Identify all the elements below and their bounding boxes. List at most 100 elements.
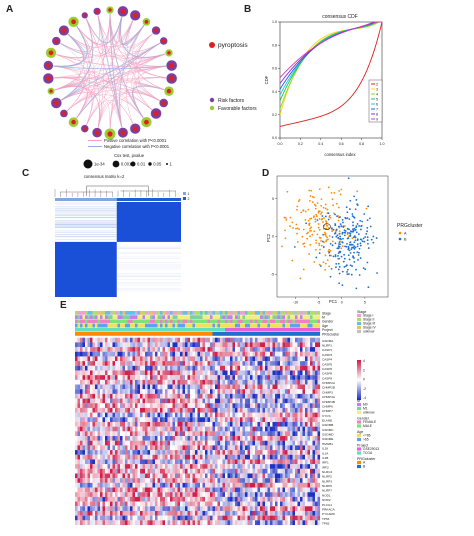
heatmap-cell <box>127 379 131 385</box>
heatmap-cell <box>167 450 171 455</box>
annotation-cell <box>195 332 198 336</box>
heatmap-cell <box>225 487 228 493</box>
heatmap-cell <box>137 403 141 408</box>
heatmap-cell <box>260 351 263 357</box>
heatmap-cell <box>247 431 251 437</box>
heatmap-cell <box>305 384 308 390</box>
heatmap-cell <box>215 426 218 432</box>
heatmap-cell <box>187 351 191 357</box>
heatmap-cell <box>165 478 168 483</box>
heatmap-cell <box>197 468 201 474</box>
heatmap-cell <box>102 375 106 380</box>
heatmap-cell <box>300 436 303 441</box>
heatmap-cell <box>185 361 188 366</box>
heatmap-cell <box>182 468 186 474</box>
heatmap-cell <box>92 389 96 394</box>
heatmap-cell <box>187 412 191 418</box>
heatmap-cell <box>260 361 263 366</box>
heatmap-cell <box>127 393 131 399</box>
heatmap-cell <box>290 459 293 465</box>
heatmap-cell <box>110 417 113 423</box>
heatmap-cell <box>257 384 261 390</box>
heatmap-cell <box>132 389 136 394</box>
heatmap-cell <box>287 473 291 479</box>
heatmap-cell <box>220 487 223 493</box>
pca-point-b <box>336 234 339 237</box>
heatmap-cell <box>167 393 171 399</box>
heatmap-cell <box>310 403 313 408</box>
heatmap-cell <box>285 459 288 465</box>
heatmap-cell <box>175 468 178 474</box>
heatmap-cell <box>117 464 121 469</box>
heatmap-cell <box>205 445 208 451</box>
heatmap-cell <box>85 403 88 408</box>
heatmap-cell <box>297 496 301 502</box>
network-edge <box>137 52 170 104</box>
heatmap-cell <box>155 450 158 455</box>
pca-point-b <box>347 254 350 257</box>
heatmap-cell <box>115 412 118 418</box>
heatmap-cell <box>195 412 198 418</box>
heatmap-cell <box>222 431 226 437</box>
heatmap-cell <box>140 459 143 465</box>
annotation-cell <box>160 319 163 324</box>
pca-point-a <box>318 217 321 220</box>
heatmap-cell <box>87 365 91 371</box>
pca-point-b <box>351 246 353 249</box>
heatmap-cell <box>112 389 116 394</box>
heatmap-cell <box>197 417 201 423</box>
heatmap-cell <box>132 431 136 437</box>
annotation-cell <box>160 327 163 332</box>
heatmap-cell <box>250 473 253 479</box>
heatmap-cell <box>152 375 156 380</box>
annotation-cell <box>257 332 261 336</box>
heatmap-cell <box>135 347 138 352</box>
heatmap-cell <box>175 398 178 404</box>
pca-point-b <box>347 231 349 234</box>
heatmap-cell <box>187 496 191 502</box>
heatmap-cell <box>120 473 123 479</box>
heatmap-cell <box>260 403 263 408</box>
heatmap-cell <box>185 478 188 483</box>
heatmap-cell <box>315 454 318 460</box>
heatmap-cell <box>205 487 208 493</box>
heatmap-gene-label: CASP9 <box>322 376 332 380</box>
heatmap-cell <box>180 379 183 385</box>
annotation-cell <box>317 332 321 336</box>
heatmap-cell <box>257 398 261 404</box>
annotation-cell <box>190 323 193 328</box>
annotation-cell <box>160 323 163 328</box>
annotation-cell <box>90 311 93 315</box>
heatmap-cell <box>270 361 273 366</box>
heatmap-cell <box>90 440 93 446</box>
heatmap-cell <box>280 342 283 348</box>
heatmap-cell <box>122 496 126 502</box>
pca-point-b <box>360 228 362 231</box>
annotation-cell <box>145 311 148 315</box>
heatmap-cell <box>107 473 111 479</box>
heatmap-cell <box>82 393 86 399</box>
heatmap-cell <box>295 501 298 507</box>
heatmap-cell <box>220 426 223 432</box>
heatmap-cell <box>237 342 241 348</box>
heatmap-cell <box>315 431 318 437</box>
pca-point-b <box>344 245 346 248</box>
heatmap-cell <box>110 365 113 371</box>
pca-point-a <box>307 208 310 211</box>
heatmap-cell <box>82 403 86 408</box>
annotation-cell <box>192 319 196 324</box>
heatmap-cell <box>265 445 268 451</box>
annotation-cell <box>170 315 173 319</box>
heatmap-cell <box>235 347 238 352</box>
annotation-cell <box>225 332 228 336</box>
heatmap-cell <box>190 426 193 432</box>
heatmap-cell <box>102 356 106 362</box>
heatmap-cell <box>190 501 193 507</box>
network-node-core <box>169 76 175 81</box>
pca-point-b <box>353 241 356 244</box>
annotation-cell <box>200 319 203 324</box>
heatmap-cell <box>172 464 176 469</box>
annotation-cell <box>210 315 213 319</box>
heatmap-cell <box>280 389 283 394</box>
heatmap-cell <box>307 370 311 376</box>
